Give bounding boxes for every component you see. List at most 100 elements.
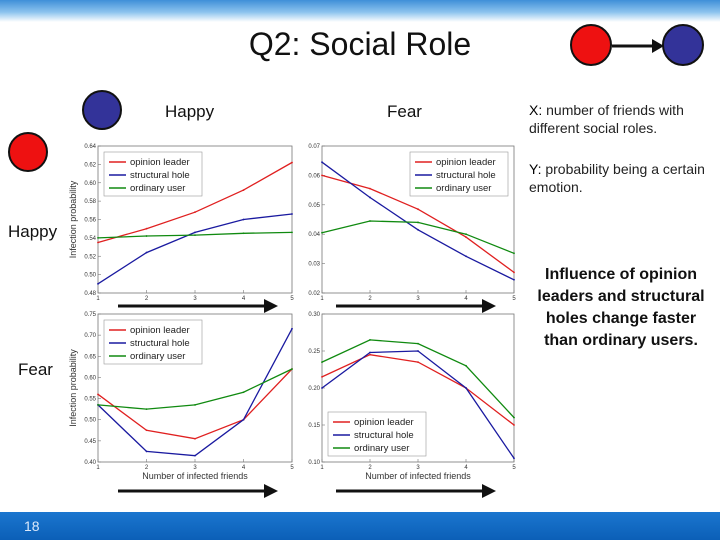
x-direction-arrow-top-left: [118, 299, 278, 313]
x-tick-label: 3: [416, 296, 420, 302]
data-point: [369, 220, 371, 222]
chart-fear-happy: 0.40 0.45 0.50 0.55 0.60 0.65 0.70 0.75 1 2 3 4 5 Inf…: [68, 312, 294, 481]
data-point: [321, 376, 323, 378]
x-note-key: X:: [529, 102, 543, 118]
top-header-band: [0, 0, 720, 22]
y-tick-label: 0.55: [84, 397, 96, 403]
row-label-happy: Happy: [8, 222, 58, 241]
legend-entry: structural hole: [130, 338, 190, 349]
x-direction-arrow-bottom-right: [336, 484, 496, 498]
data-point: [417, 350, 419, 352]
data-point: [321, 361, 323, 363]
data-point: [513, 278, 515, 281]
data-point: [417, 361, 419, 363]
x-tick-label: 1: [96, 465, 100, 471]
data-point: [465, 364, 467, 367]
x-tick-label: 1: [96, 296, 100, 302]
data-point: [291, 368, 293, 370]
chart-fear-fear: 0.10 0.15 0.20 0.25 0.30 1 2 3 4 5 Number of infec…: [308, 312, 516, 481]
x-axis-label: Number of infected friends: [365, 471, 471, 481]
y-tick-label: 0.54: [84, 236, 96, 242]
x-note-text: number of friends with different social …: [529, 102, 684, 136]
data-point: [417, 208, 419, 211]
legend-entry: ordinary user: [130, 351, 185, 362]
x-tick-label: 5: [290, 296, 294, 302]
legend-entry: ordinary user: [436, 183, 491, 194]
x-tick-label: 4: [464, 465, 468, 471]
y-tick-label: 0.52: [84, 254, 96, 260]
data-point: [321, 161, 323, 164]
y-tick-label: 0.65: [84, 354, 96, 360]
conclusion-text: Influence of opinion leaders and structu…: [537, 266, 705, 349]
data-point: [417, 228, 419, 231]
x-tick-label: 5: [512, 296, 516, 302]
data-point: [145, 450, 148, 453]
y-tick-label: 0.03: [308, 262, 320, 268]
y-tick-label: 0.60: [84, 181, 96, 187]
legend-entry: structural hole: [130, 170, 190, 181]
x-tick-label: 3: [193, 296, 197, 302]
data-point: [369, 196, 371, 199]
data-point: [242, 218, 245, 221]
y-tick-label: 0.48: [84, 291, 96, 297]
y-axis-note: Y: probability being a certain emotion.: [529, 160, 714, 196]
data-point: [291, 327, 293, 330]
data-point: [369, 353, 371, 356]
data-point: [97, 404, 99, 406]
x-direction-arrow-bottom-left: [118, 484, 278, 498]
data-point: [321, 387, 323, 389]
x-axis-label: Number of infected friends: [142, 471, 248, 481]
data-point: [369, 351, 371, 354]
y-note-key: Y:: [529, 161, 542, 177]
legend-entry: opinion leader: [436, 157, 496, 168]
data-point: [513, 457, 515, 460]
data-point: [97, 393, 99, 396]
data-point: [369, 187, 371, 190]
target-node-blue-circle: [662, 24, 704, 66]
data-point: [145, 408, 148, 411]
column-node-blue-circle: [82, 90, 122, 130]
x-tick-label: 4: [242, 465, 246, 471]
legend-entry: opinion leader: [354, 417, 414, 428]
legend-entry: opinion leader: [130, 157, 190, 168]
y-axis-label: Infection probability: [68, 180, 78, 258]
data-point: [417, 221, 419, 224]
y-tick-label: 0.75: [84, 312, 96, 318]
data-point: [145, 429, 148, 432]
chart-happy-happy: 0.48 0.50 0.52 0.54 0.56 0.58 0.60 0.62 0.64 1 2 3 4…: [68, 144, 294, 302]
relation-arrow: [612, 39, 664, 53]
row-label-fear: Fear: [18, 360, 53, 379]
data-point: [369, 339, 371, 341]
x-tick-label: 2: [145, 296, 149, 302]
y-tick-label: 0.70: [84, 333, 96, 339]
x-tick-label: 1: [320, 465, 324, 471]
data-point: [513, 416, 515, 419]
x-tick-label: 5: [290, 465, 294, 471]
row-node-red-circle: [8, 132, 48, 172]
x-tick-label: 4: [464, 296, 468, 302]
x-axis-note: X: number of friends with different soci…: [529, 101, 714, 137]
data-point: [465, 255, 467, 258]
x-direction-arrow-top-right: [336, 299, 496, 313]
bottom-footer-band: [0, 512, 720, 540]
y-tick-label: 0.06: [308, 173, 320, 179]
data-point: [291, 231, 293, 234]
legend-entry: structural hole: [354, 430, 414, 441]
data-point: [194, 404, 196, 406]
y-tick-label: 0.05: [308, 203, 320, 209]
data-point: [242, 189, 245, 191]
x-tick-label: 5: [512, 465, 516, 471]
data-point: [145, 235, 148, 237]
data-point: [321, 231, 323, 234]
y-tick-label: 0.50: [84, 418, 96, 424]
data-point: [465, 233, 467, 236]
data-point: [194, 437, 196, 440]
y-tick-label: 0.45: [84, 439, 96, 445]
data-point: [513, 252, 515, 255]
x-tick-label: 3: [416, 465, 420, 471]
data-point: [465, 236, 467, 239]
y-tick-label: 0.02: [308, 291, 320, 297]
y-axis-label: Infection probability: [68, 349, 78, 427]
y-tick-label: 0.04: [308, 232, 320, 238]
y-tick-label: 0.50: [84, 273, 96, 279]
